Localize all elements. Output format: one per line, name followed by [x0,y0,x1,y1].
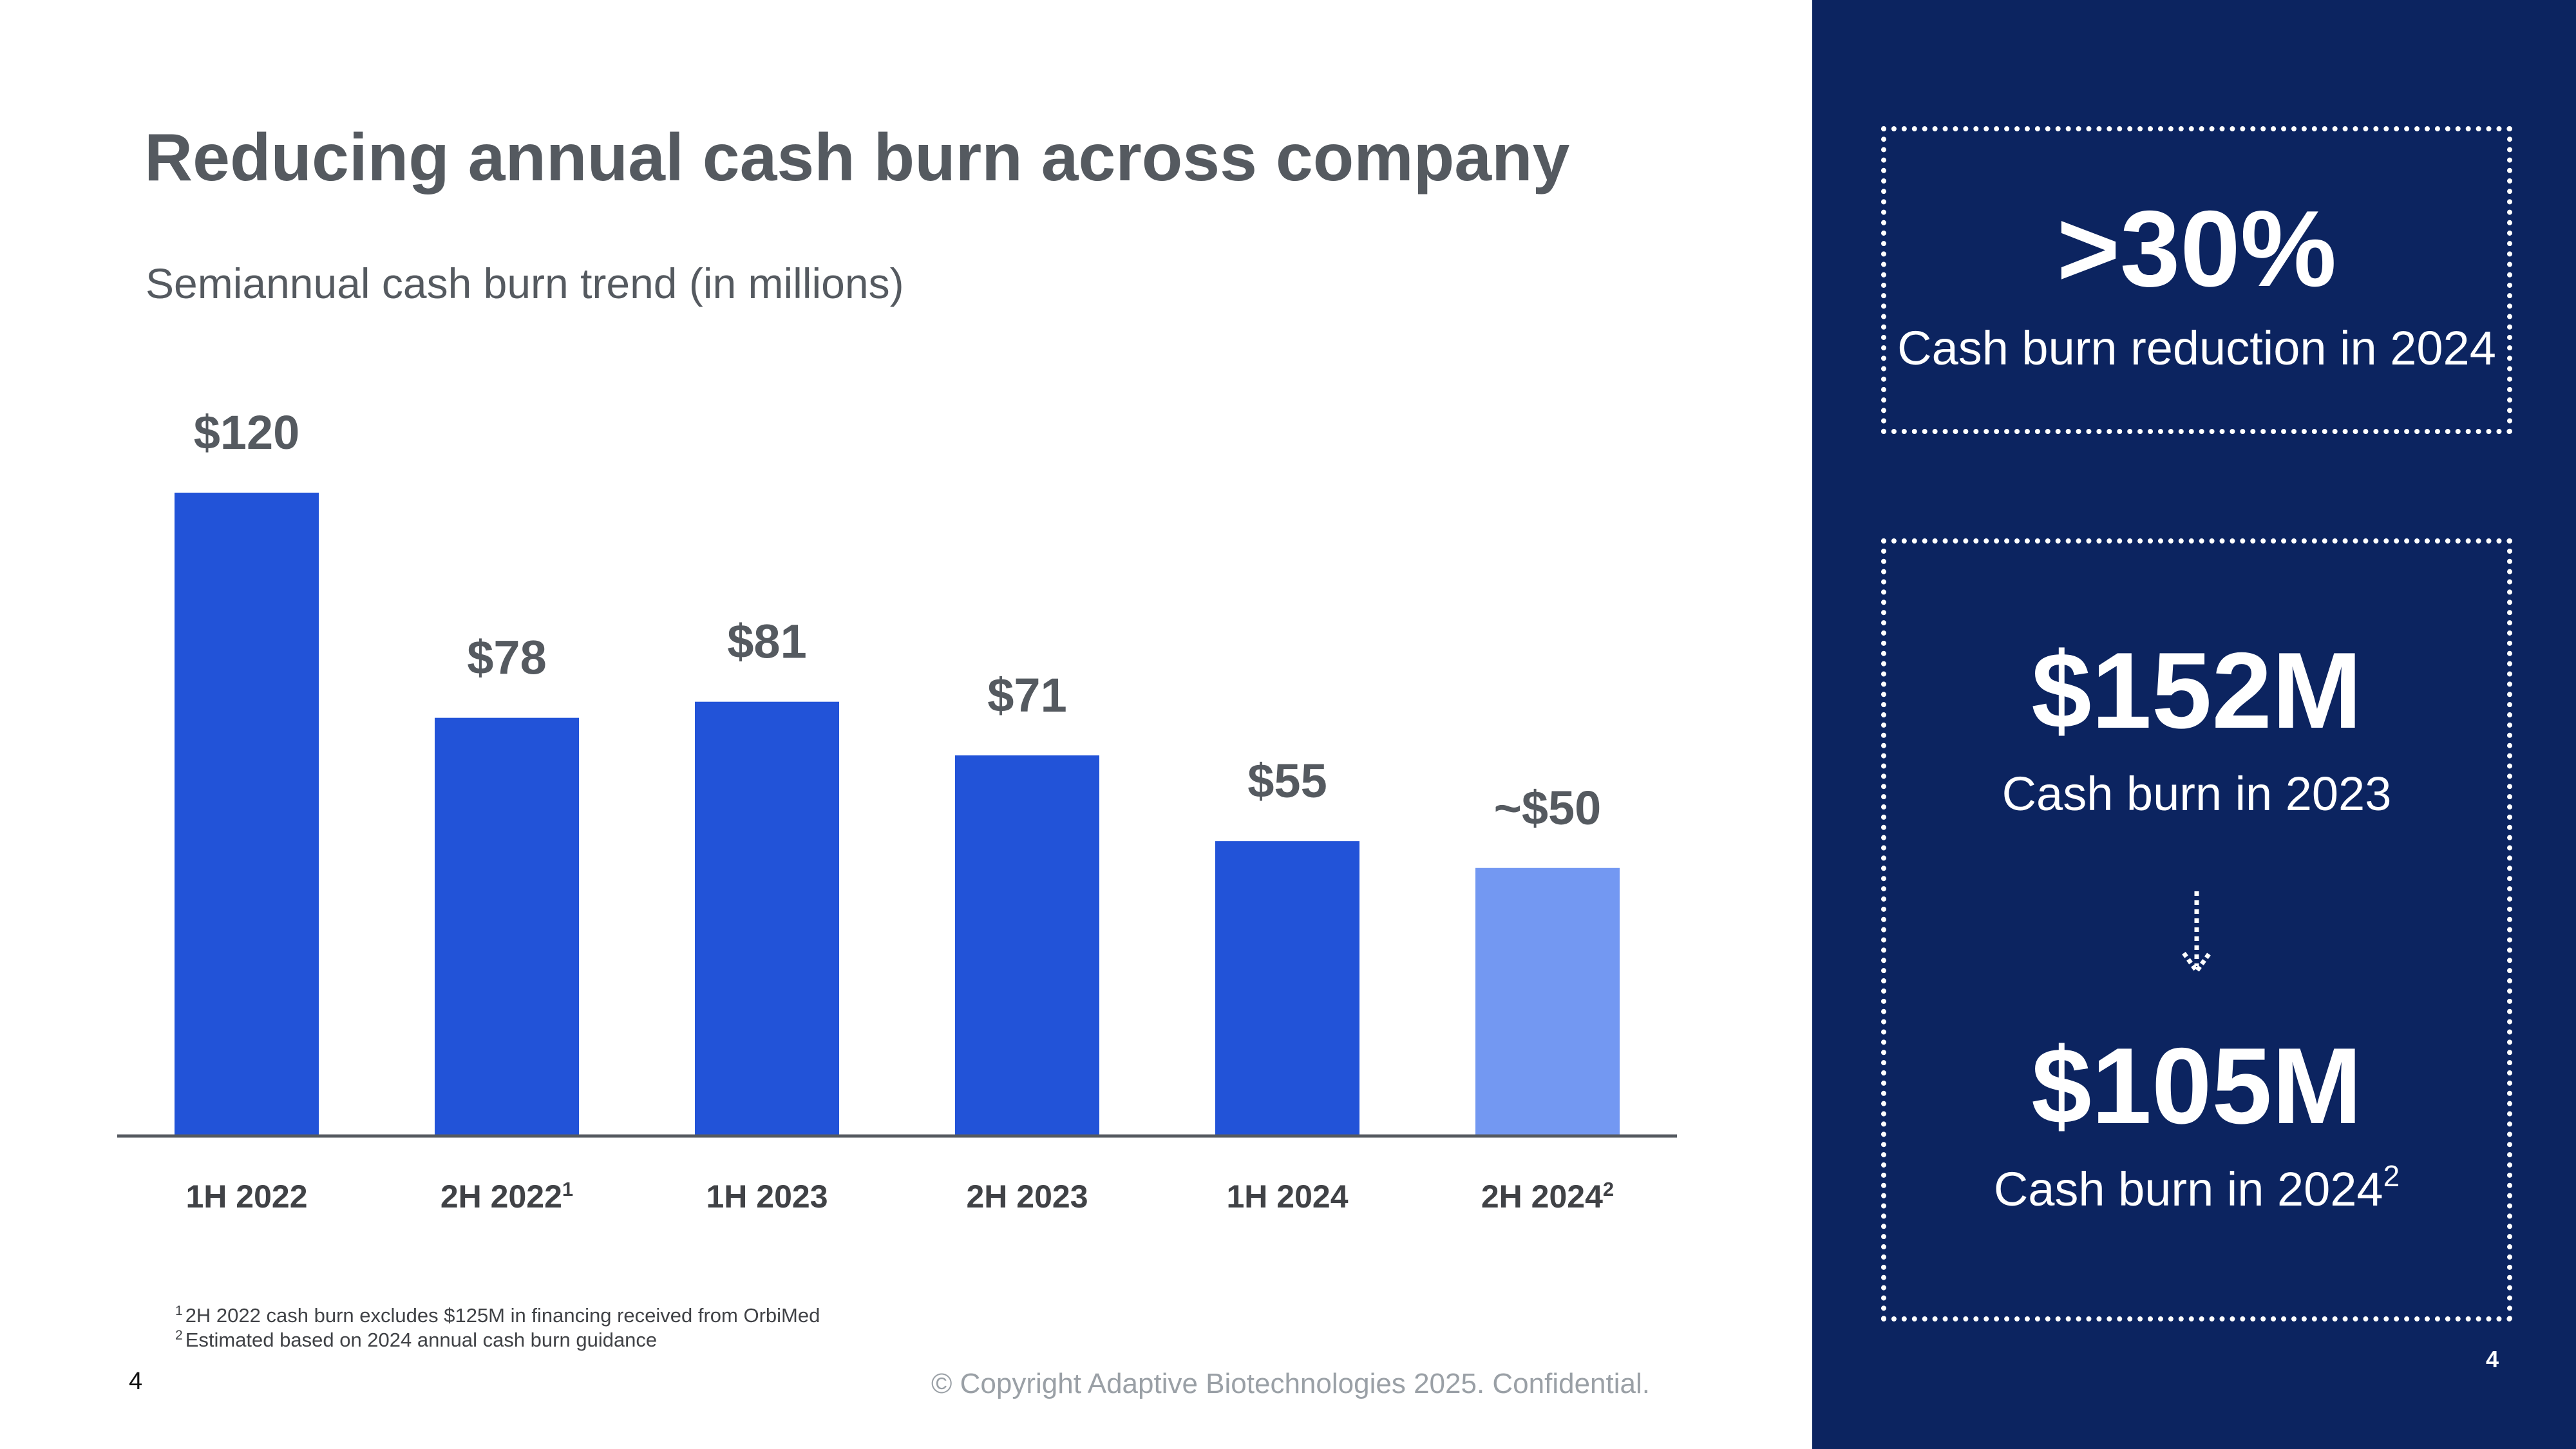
stat-reduction-label: Cash burn reduction in 2024 [1897,321,2496,375]
bar-1 [435,717,579,1136]
category-label: 2H 20242 [1481,1178,1614,1215]
bar-value-label: ~$50 [1494,781,1602,835]
footnote-marker: 1 [175,1303,183,1318]
category-label: 2H 20221 [440,1178,573,1215]
footnote-1: 1 2H 2022 cash burn excludes $125M in fin… [175,1303,820,1328]
copyright-notice: © Copyright Adaptive Biotechnologies 202… [931,1368,1650,1399]
stat-box-reduction: >30% Cash burn reduction in 2024 [1881,126,2512,434]
cash-burn-bar-chart: $120 1H 2022 $78 2H 20221 $81 1H 2023 $71 2H 20… [117,406,1677,1215]
bar-value-label: $71 [987,668,1066,722]
slide-title: Reducing annual cash burn across company [144,120,1570,195]
page-number: 4 [129,1368,143,1395]
chart-subtitle: Semiannual cash burn trend (in millions) [146,260,904,307]
stat-2023-value: $152M [2031,630,2362,751]
footnote-2: 2 Estimated based on 2024 annual cash bur… [175,1328,820,1352]
stat-2024-label-footnote: 2 [2383,1159,2400,1193]
category-label: 1H 2023 [706,1179,828,1215]
stat-reduction-value: >30% [2056,188,2337,309]
bar-value-label: $78 [467,631,546,685]
panel-page-number: 4 [2485,1346,2499,1372]
bar-value-label: $120 [194,406,300,459]
key-stats-panel: >30% Cash burn reduction in 2024 $152M C… [1812,0,2576,1449]
bar-5 [1475,867,1620,1136]
footnotes: 1 2H 2022 cash burn excludes $125M in fin… [175,1303,820,1352]
stat-2024-label-text: Cash burn in 2024 [1993,1162,2383,1216]
stat-2024-value: $105M [2031,1025,2362,1146]
footnote-text: 2H 2022 cash burn excludes $125M in fina… [185,1304,820,1327]
bar-value-label: $81 [727,615,806,668]
bar-3 [955,755,1099,1136]
bar-4 [1215,841,1359,1136]
bar-0 [175,493,319,1136]
stat-2024-label: Cash burn in 20242 [1886,1161,2507,1213]
dotted-down-arrow-icon [2182,891,2211,976]
bar-2 [695,701,839,1136]
category-label: 1H 2024 [1226,1179,1348,1215]
bar-value-label: $55 [1247,754,1327,808]
stat-2023-label: Cash burn in 2023 [2002,767,2392,820]
category-label: 1H 2022 [185,1179,307,1215]
category-label: 2H 2023 [966,1179,1088,1215]
stat-box-comparison: $152M Cash burn in 2023 $105M Cash burn … [1881,538,2512,1321]
footnote-text: Estimated based on 2024 annual cash burn… [185,1329,658,1351]
footnote-marker: 2 [175,1328,183,1343]
